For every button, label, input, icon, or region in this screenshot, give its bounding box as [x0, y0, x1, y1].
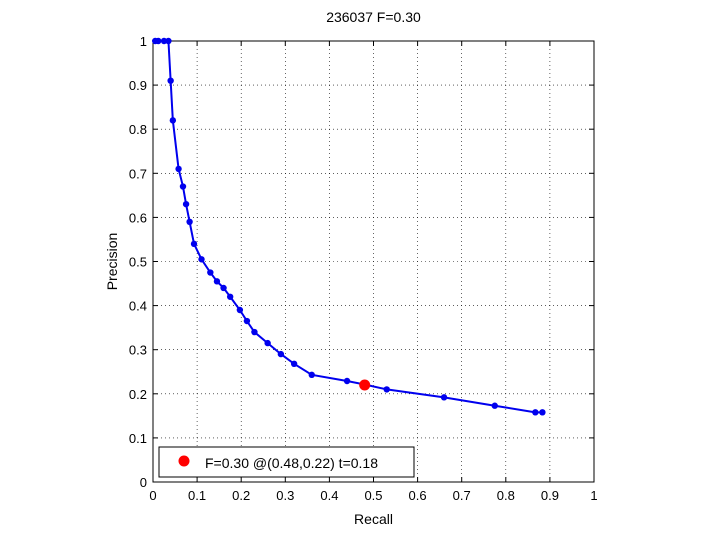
axis-ticks: 0 0.1 0.2 0.3 0.4 0.5 0.6 0.7 0.8 0.9 1 0 0.1 0.2 0.3 0… — [129, 34, 598, 503]
series-point — [539, 409, 546, 416]
series-point — [491, 402, 498, 409]
series-point — [160, 37, 168, 45]
series-point — [290, 360, 298, 368]
x-tick-label: 0.6 — [409, 488, 427, 503]
series-point — [440, 394, 448, 401]
y-tick-label: 0.7 — [129, 166, 147, 181]
series-point — [182, 200, 190, 208]
series-point — [383, 386, 390, 393]
x-tick-label: 0.3 — [276, 488, 294, 503]
series-point — [155, 37, 162, 45]
x-tick-label: 0.2 — [232, 488, 250, 503]
series-point — [251, 328, 258, 336]
series-point — [167, 77, 174, 84]
y-tick-label: 1 — [140, 34, 147, 49]
series-point — [186, 218, 193, 226]
series-point — [190, 240, 198, 248]
chart-title: 236037 F=0.30 — [326, 9, 421, 25]
series-point — [169, 117, 177, 124]
series-point — [165, 37, 172, 45]
x-tick-label: 0 — [149, 488, 156, 503]
series-point — [175, 165, 182, 173]
legend-marker — [178, 455, 190, 467]
x-axis-label: Recall — [354, 511, 393, 527]
y-tick-label: 0.8 — [129, 122, 147, 137]
series-line — [155, 40, 543, 414]
x-tick-label: 0.1 — [188, 488, 206, 503]
best-f-point — [359, 379, 371, 391]
y-tick-label: 0.2 — [129, 387, 147, 402]
y-tick-label: 0 — [140, 475, 147, 490]
series-point — [277, 350, 285, 358]
x-tick-label: 0.9 — [541, 488, 559, 503]
series-point — [236, 306, 244, 314]
series-point — [213, 278, 221, 285]
series-point — [226, 293, 234, 300]
series-point — [532, 409, 539, 416]
y-tick-label: 0.5 — [129, 255, 147, 270]
x-tick-label: 0.7 — [453, 488, 471, 503]
y-tick-label: 0.3 — [129, 343, 147, 358]
x-tick-label: 1 — [590, 488, 597, 503]
y-tick-label: 0.6 — [129, 210, 147, 225]
series-point — [264, 339, 271, 347]
series-point — [207, 269, 214, 276]
series-point — [308, 371, 315, 379]
series-point — [343, 377, 351, 385]
grid-lines — [153, 41, 594, 482]
x-tick-label: 0.5 — [364, 488, 382, 503]
legend-box — [158, 446, 415, 478]
y-tick-label: 0.4 — [129, 299, 147, 314]
series-layer — [152, 37, 546, 416]
series-point — [220, 284, 227, 292]
y-tick-label: 0.9 — [129, 78, 147, 93]
y-axis-label: Precision — [104, 233, 120, 291]
y-tick-label: 0.1 — [129, 431, 147, 446]
x-tick-label: 0.4 — [320, 488, 338, 503]
legend: F=0.30 @(0.48,0.22) t=0.18 — [158, 446, 415, 478]
legend-label: F=0.30 @(0.48,0.22) t=0.18 — [205, 455, 378, 471]
series-point — [179, 183, 187, 190]
series-point — [198, 256, 205, 263]
series-point — [243, 317, 251, 325]
x-tick-label: 0.8 — [497, 488, 515, 503]
